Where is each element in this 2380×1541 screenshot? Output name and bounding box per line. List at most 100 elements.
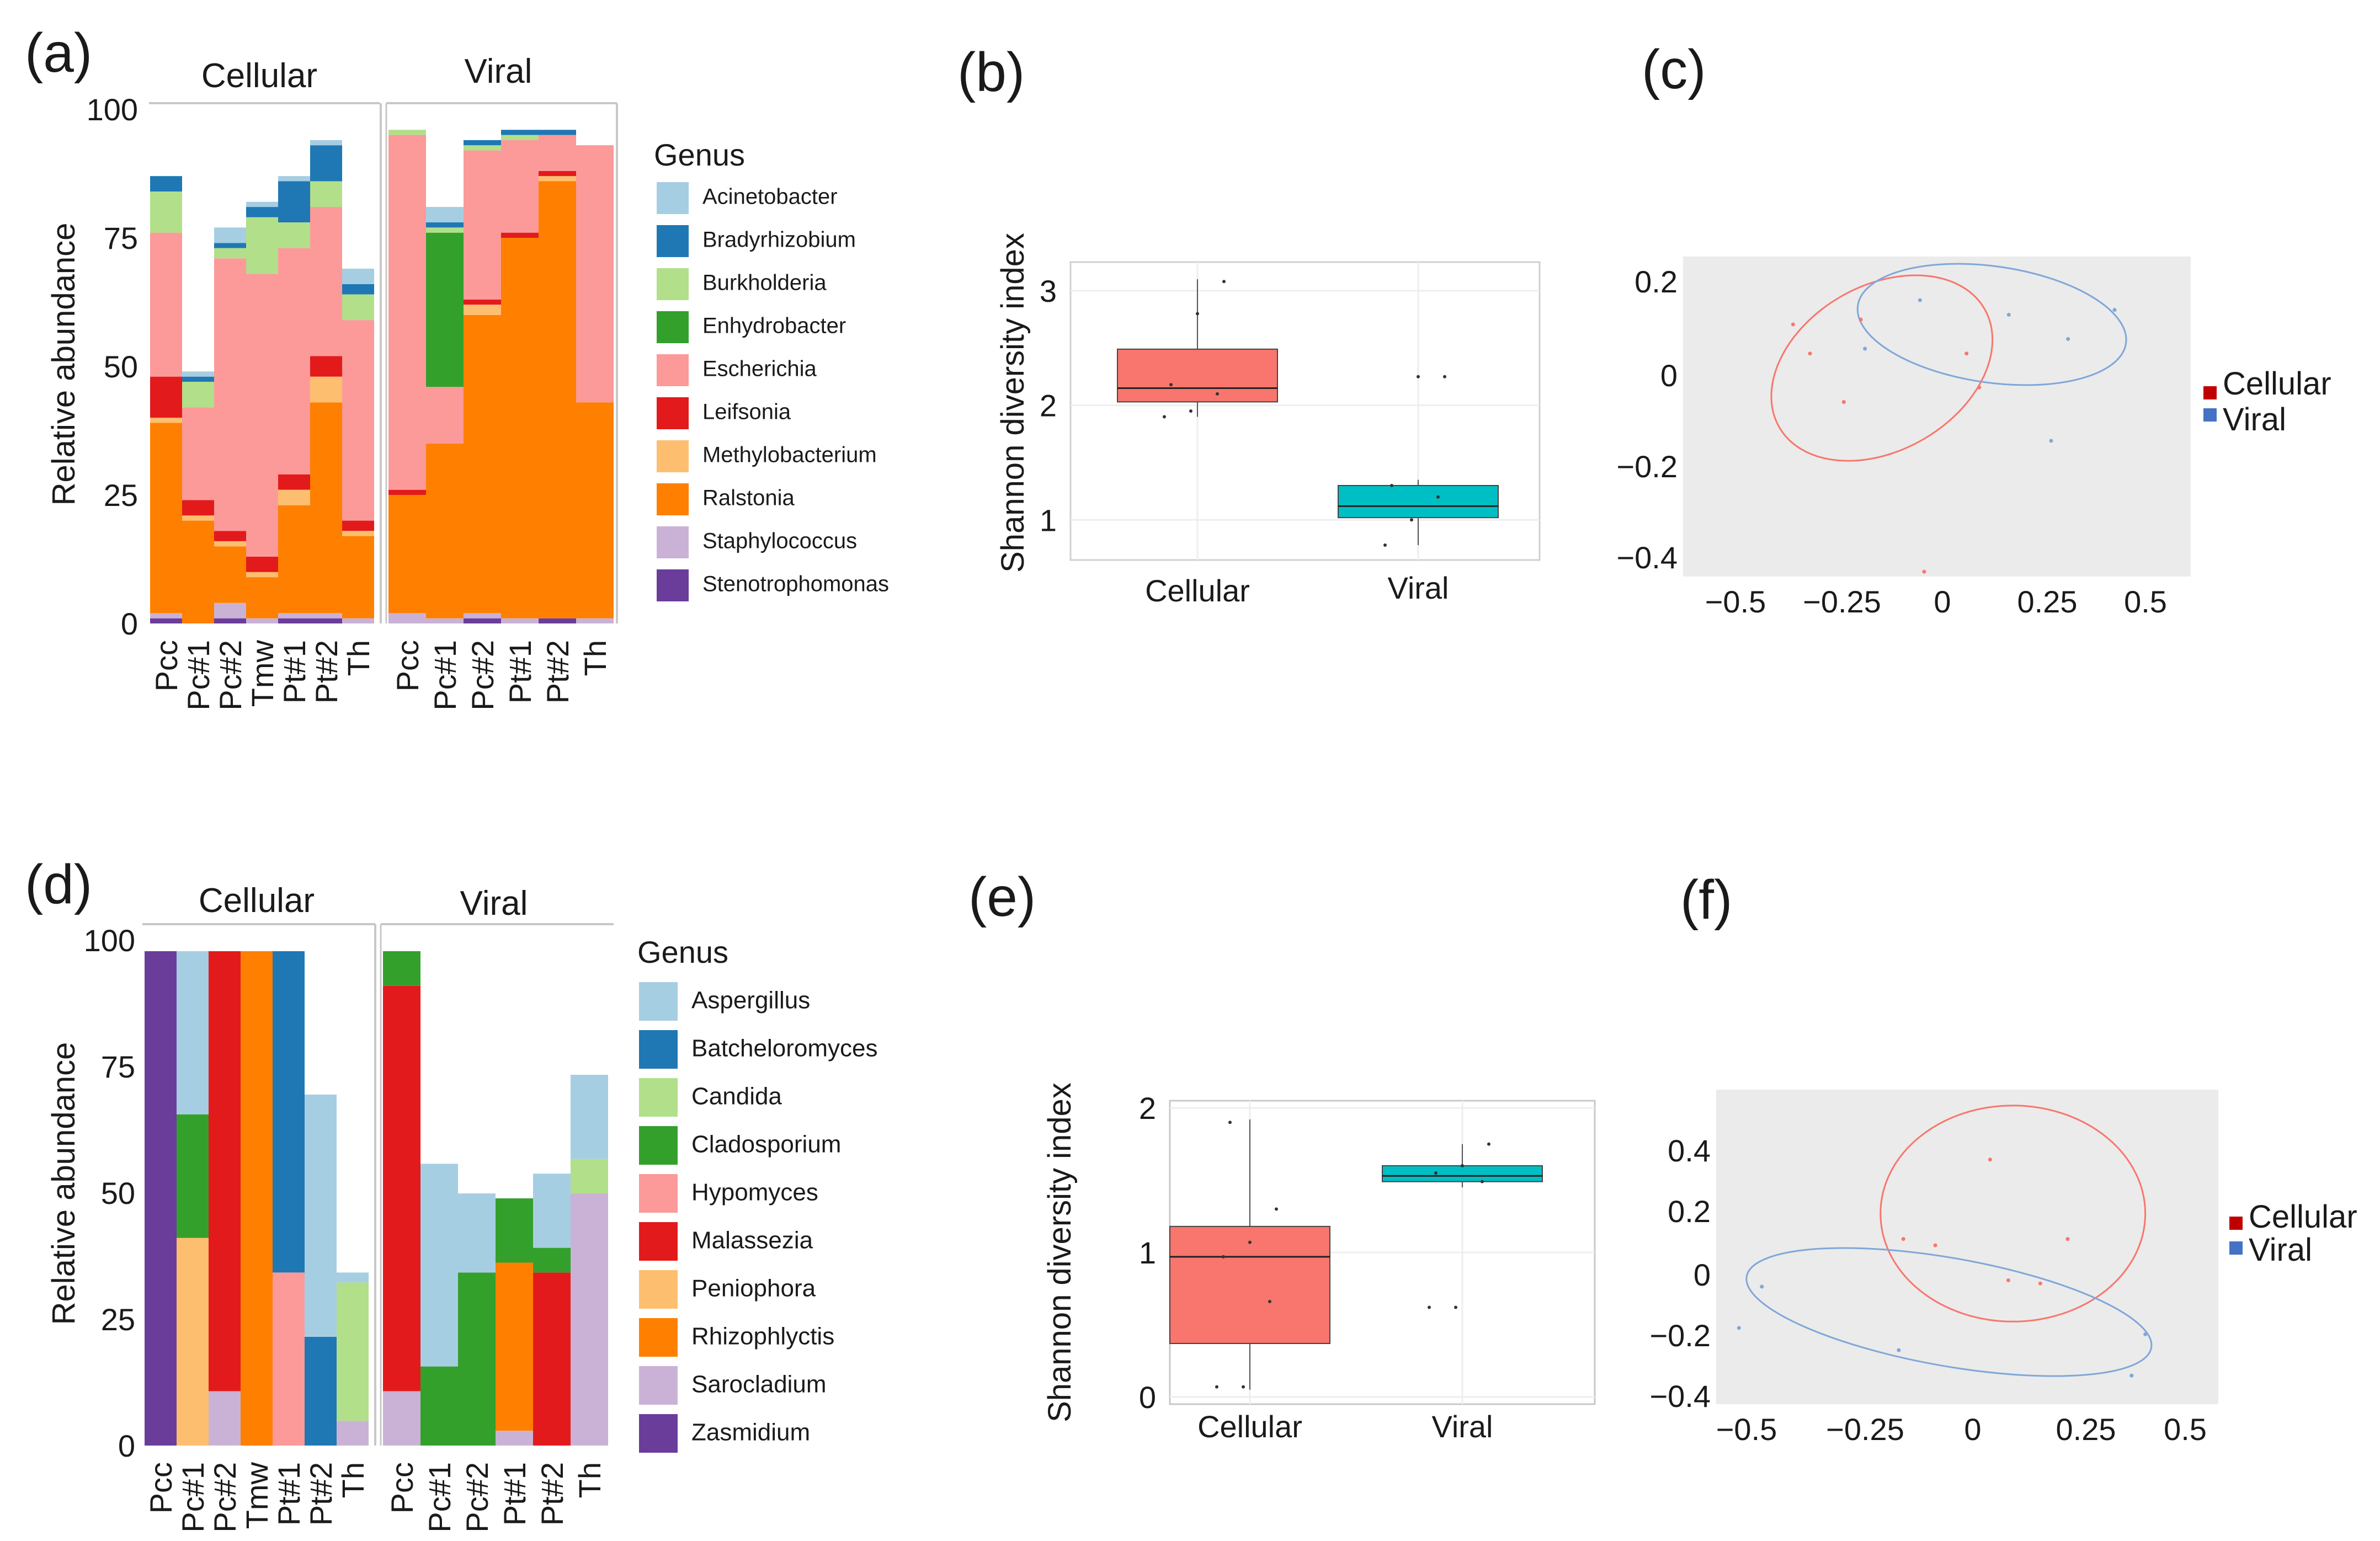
a-bar-cellular-pcc-stenotrophomonas (150, 618, 182, 623)
panel-c-xtick-2: 0 (1934, 584, 1951, 619)
f-point-viral-2 (1897, 1348, 1901, 1352)
c-point-viral-0 (1863, 346, 1867, 351)
a-bar-cellular-pcc-ralstonia (150, 423, 182, 614)
panel-f-plot-area (1716, 1090, 2218, 1404)
panel-f-xtick-2: 0 (1964, 1412, 1981, 1447)
d-legend-zasmidium: Zasmidium (691, 1419, 810, 1446)
a-xtick-viral-pt1: Pt#1 (503, 640, 537, 703)
panel-e-ytick-1: 1 (1139, 1235, 1156, 1270)
d-xtick-viral-pt2: Pt#2 (535, 1462, 569, 1526)
panel-a-yticks: 0 25 50 75 100 (87, 92, 138, 641)
a-bar-cellular-th-acinetobacter (342, 268, 374, 284)
a-bar-viral-pc1-enhydrobacter (426, 232, 464, 387)
panel-a-facet-viral: Viral (465, 52, 533, 90)
panel-d-ytick-100: 100 (84, 923, 135, 958)
a-bar-cellular-pt1-methylobacterium (278, 489, 310, 505)
d-xtick-viral-pc1: Pc#1 (422, 1462, 457, 1533)
a-bar-cellular-tmw-staphylococcus (246, 618, 278, 623)
a-bar-viral-pt2-stenotrophomonas (539, 618, 576, 623)
a-legend-swatch-staphylococcus (657, 526, 689, 558)
d-bar-viral-pt2-malassezia (533, 1272, 571, 1446)
a-legend-swatch-stenotrophomonas (657, 569, 689, 601)
d-legend-swatch-candida (639, 1078, 678, 1117)
c-point-cellular-2 (1841, 400, 1846, 404)
a-bar-viral-pc2-ralstonia (464, 314, 501, 614)
d-bar-cellular-th-sarocladium (337, 1421, 369, 1446)
panel-f-ytick-2: 0 (1694, 1257, 1711, 1292)
a-bar-viral-pt2-methylobacterium (539, 176, 576, 182)
d-bar-viral-pt1-cladosporium (496, 1198, 533, 1263)
d-legend-cladosporium: Cladosporium (691, 1131, 841, 1158)
a-bar-viral-pcc-burkholderia (388, 130, 426, 135)
panel-d-ylabel: Relative abundance (46, 1042, 82, 1325)
panel-a-ytick-25: 25 (104, 478, 138, 513)
d-legend-swatch-zasmidium (639, 1414, 678, 1453)
a-bar-cellular-pcc-burkholderia (150, 191, 182, 233)
e-point-viral-0 (1428, 1305, 1431, 1309)
panel-b-ytick-2: 2 (1040, 388, 1057, 423)
a-legend-swatch-escherichia (657, 354, 689, 386)
a-xtick-cellular-pcc: Pcc (149, 640, 184, 691)
d-xtick-cellular-tmw: Tmw (239, 1462, 274, 1529)
d-legend-hypomyces: Hypomyces (691, 1179, 818, 1206)
d-bar-cellular-tmw-rhizophlyctis (241, 951, 273, 1446)
a-bar-cellular-tmw-ralstonia (246, 577, 278, 618)
c-point-cellular-3 (1859, 317, 1863, 322)
e-point-cellular-3 (1222, 1255, 1225, 1259)
panel-d-facet-viral: Viral (460, 884, 528, 923)
a-bar-viral-pcc-escherichia (388, 135, 426, 490)
panel-c-legend-viral: Viral (2223, 402, 2286, 438)
panel-b-xtick-cellular: Cellular (1145, 573, 1250, 608)
a-bar-cellular-pt2-stenotrophomonas (310, 618, 342, 623)
a-bar-cellular-pt1-acinetobacter (278, 176, 310, 182)
a-bar-viral-pc2-staphylococcus (464, 613, 501, 618)
a-legend-swatch-methylobacterium (657, 440, 689, 472)
panel-f-ytick-0: 0.4 (1668, 1133, 1711, 1168)
d-xtick-cellular-pt2: Pt#2 (304, 1462, 338, 1526)
a-xtick-viral-pcc: Pcc (390, 640, 425, 691)
f-point-viral-1 (1760, 1284, 1764, 1289)
a-xtick-cellular-pt2: Pt#2 (309, 640, 344, 703)
panel-e-label: (e) (968, 866, 1036, 928)
d-bar-cellular-th-candida (337, 1282, 369, 1421)
a-bar-cellular-pt1-leifsonia (278, 474, 310, 490)
panel-b-xtick-viral: Viral (1387, 570, 1449, 605)
b-point-viral-5 (1443, 375, 1446, 378)
panel-a-ytick-50: 50 (104, 349, 138, 384)
d-legend-swatch-aspergillus (639, 982, 678, 1021)
e-point-viral-5 (1487, 1142, 1490, 1146)
a-bar-cellular-pc1-acinetobacter (182, 371, 214, 377)
a-bar-cellular-pcc-methylobacterium (150, 418, 182, 423)
a-legend-escherichia: Escherichia (702, 356, 817, 381)
b-box-cellular (1117, 348, 1278, 403)
d-bar-viral-pc1-aspergillus (420, 1164, 458, 1367)
panel-a-legend: Acinetobacter Bradyrhizobium Burkholderia E… (657, 182, 889, 601)
f-point-cellular-0 (1901, 1237, 1905, 1241)
a-bar-cellular-pc2-bradyrhizobium (214, 243, 246, 248)
panel-d-yticks: 0 25 50 75 100 (84, 923, 135, 1463)
a-bar-viral-pc1-staphylococcus (426, 618, 464, 623)
a-bar-cellular-pt2-staphylococcus (310, 613, 342, 618)
e-point-cellular-6 (1228, 1121, 1232, 1124)
panel-f-legend-swatch-viral (2229, 1241, 2243, 1255)
a-bar-viral-th-ralstonia (576, 402, 614, 618)
panel-f-legend-viral: Viral (2249, 1232, 2312, 1268)
f-point-cellular-1 (1933, 1243, 1937, 1247)
a-bar-viral-pc1-acinetobacter (426, 207, 464, 223)
b-point-viral-4 (1417, 375, 1420, 378)
a-legend-leifsonia: Leifsonia (702, 399, 791, 424)
panel-d-bars (145, 951, 608, 1446)
a-bar-viral-pcc-leifsonia (388, 489, 426, 495)
d-legend-swatch-peniophora (639, 1270, 678, 1309)
a-bar-viral-pt1-staphylococcus (501, 618, 539, 623)
panel-c-ytick-3: −0.4 (1616, 540, 1678, 575)
panel-d-ytick-25: 25 (101, 1302, 135, 1337)
d-bar-viral-pt2-aspergillus (533, 1174, 571, 1248)
a-bar-cellular-pcc-bradyrhizobium (150, 176, 182, 192)
panel-e-xtick-viral: Viral (1431, 1409, 1493, 1444)
d-bar-cellular-pt2-batcheloromyces (305, 1336, 337, 1446)
panel-f: (f) 0.4 0.2 0 −0.2 −0.4 −0.5 −0.25 0 0.2… (1649, 869, 2357, 1447)
d-legend-rhizophlyctis: Rhizophlyctis (691, 1323, 834, 1350)
panel-d: (d) Cellular Viral Relative abundance 0 … (25, 854, 877, 1533)
panel-c-xtick-3: 0.25 (2017, 584, 2078, 619)
